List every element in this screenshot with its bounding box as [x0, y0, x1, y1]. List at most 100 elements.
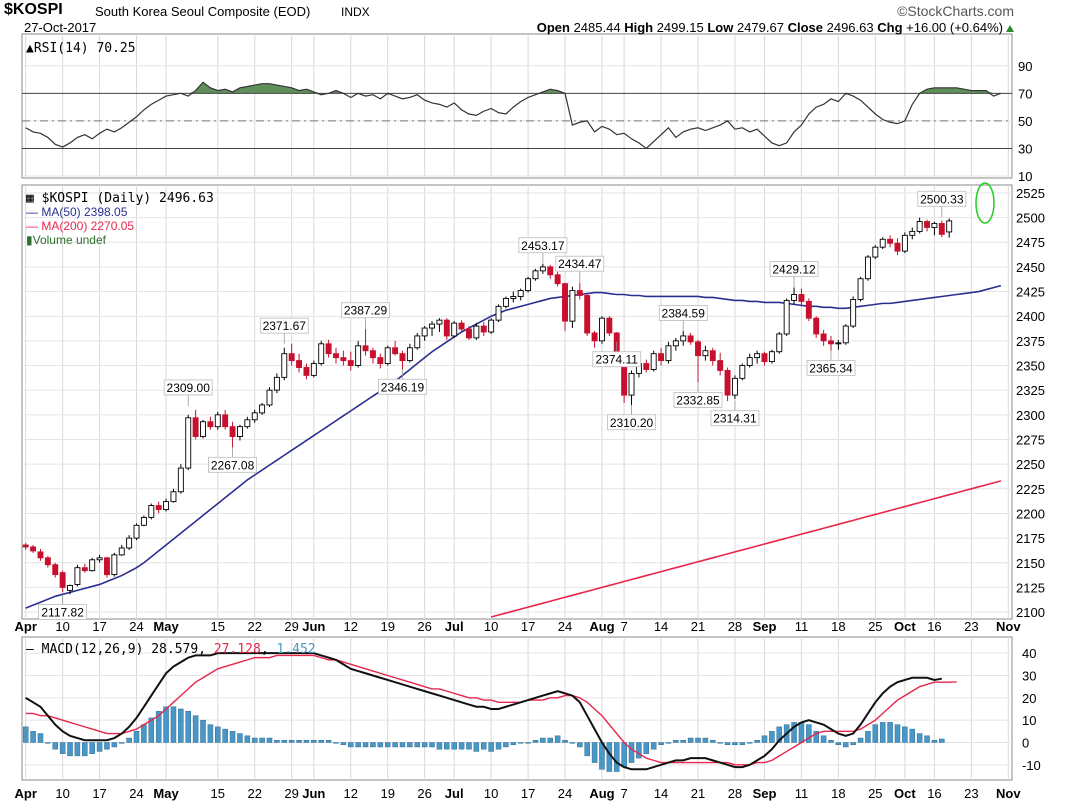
x-tick-label: Oct	[894, 786, 916, 801]
histogram-bar	[879, 722, 886, 743]
candle-body	[584, 295, 591, 334]
price-tick-label: 2125	[1016, 580, 1045, 595]
candle-body	[717, 360, 724, 371]
candle-body	[59, 572, 66, 588]
histogram-bar	[414, 742, 421, 748]
x-tick-label: 22	[247, 619, 261, 634]
histogram-bar	[192, 715, 199, 743]
price-label: 2371.67	[259, 317, 309, 345]
histogram-bar	[89, 742, 95, 754]
candle-body	[74, 567, 81, 585]
candle-body	[828, 340, 834, 345]
rsi-frame	[21, 33, 1013, 179]
candle-body	[30, 546, 37, 552]
x-tick-label: 15	[211, 619, 225, 634]
rsi-panel: 90 70 50 30 10 ▲RSI(14) 70.25	[22, 41, 1032, 184]
price-label-box	[806, 359, 856, 376]
candle-body	[872, 246, 879, 258]
histogram-bar	[517, 742, 524, 744]
histogram-bar	[865, 731, 871, 743]
x-tick-label: 24	[558, 619, 572, 634]
candle-body	[369, 350, 376, 359]
price-tick-label: 2375	[1016, 334, 1045, 349]
ma200-line	[490, 480, 1002, 618]
price-label: 2310.20	[607, 404, 656, 431]
candle-body	[798, 294, 805, 302]
x-tick-label: 23	[964, 786, 978, 801]
x-tick-label: 29	[284, 786, 298, 801]
rsi-tick-label: 30	[1018, 141, 1032, 156]
price-label: 2384.59	[658, 305, 708, 332]
histogram-bar	[362, 742, 369, 748]
x-tick-label: 10	[55, 619, 69, 634]
histogram-bar	[141, 724, 147, 743]
candle-body	[761, 353, 768, 363]
candle-body	[805, 300, 812, 319]
x-tick-label: 10	[484, 619, 498, 634]
histogram-bar	[451, 742, 457, 750]
histogram-bar	[732, 742, 738, 745]
x-tick-label: Nov	[996, 619, 1021, 634]
axis-labels: Apr Apr 10 10 17 17 24 24 May May 15 15 22 22 29 29 Jun J…	[14, 619, 1021, 801]
candle-body	[296, 360, 303, 368]
x-tick-label: 10	[484, 786, 498, 801]
candle-body	[894, 242, 901, 252]
histogram-bar	[96, 742, 103, 752]
histogram-bar	[251, 737, 258, 743]
candle-body	[562, 283, 568, 322]
candle-body	[244, 419, 251, 428]
candle-body	[236, 426, 243, 437]
x-tick-label: Jun	[302, 619, 325, 634]
candle-body	[946, 220, 953, 233]
price-tick-label: 2475	[1016, 235, 1045, 250]
histogram-bar	[488, 742, 494, 752]
price-tick-label: 2275	[1016, 432, 1045, 447]
candle-body	[901, 234, 908, 252]
histogram-bar	[355, 742, 361, 748]
candle-body	[22, 544, 29, 548]
price-label-text: 2429.12	[772, 262, 816, 276]
histogram-bar	[680, 740, 686, 743]
x-tick-label: 25	[868, 619, 882, 634]
histogram-bar	[370, 742, 376, 748]
x-tick-label: Sep	[753, 619, 777, 634]
candle-body	[724, 369, 731, 396]
candle-body	[310, 363, 317, 376]
histogram-bar	[215, 726, 221, 743]
x-tick-label: 24	[129, 786, 143, 801]
candle-body	[185, 417, 192, 469]
candle-body	[783, 299, 790, 335]
candle-body	[569, 290, 576, 322]
histogram-bar	[916, 733, 923, 743]
price-label-box	[163, 379, 213, 396]
candle-body	[709, 350, 716, 362]
price-label-text: 2365.34	[809, 361, 853, 375]
histogram-bar	[628, 742, 635, 763]
histogram-bar	[636, 742, 642, 759]
macd-tick-label: 10	[1022, 713, 1036, 728]
candle-body	[938, 223, 945, 235]
x-tick-label: 22	[247, 786, 261, 801]
candle-body	[251, 412, 258, 421]
histogram-bar	[835, 742, 842, 745]
histogram-bar	[643, 742, 650, 754]
price-label-box	[592, 351, 642, 368]
price-label-text: 2387.29	[344, 304, 388, 318]
index-name: South Korea Seoul Composite (EOD)	[95, 4, 311, 19]
histogram-bar	[266, 737, 273, 743]
histogram-bar	[806, 724, 812, 743]
candle-body	[702, 350, 709, 357]
candle-body	[835, 342, 842, 345]
x-tick-label: 25	[868, 786, 882, 801]
candle-body	[739, 365, 746, 379]
rsi-tick-label: 10	[1018, 169, 1032, 184]
candle-body	[466, 328, 472, 339]
price-label-box	[38, 604, 88, 620]
histogram-bar	[458, 742, 465, 750]
histogram-bar	[577, 742, 583, 748]
candle-body	[406, 347, 413, 362]
histogram-bar	[155, 710, 162, 743]
histogram-bar	[436, 742, 443, 750]
histogram-bar	[348, 742, 354, 748]
brand-logo[interactable]: ©StockCharts.com	[897, 3, 1014, 19]
